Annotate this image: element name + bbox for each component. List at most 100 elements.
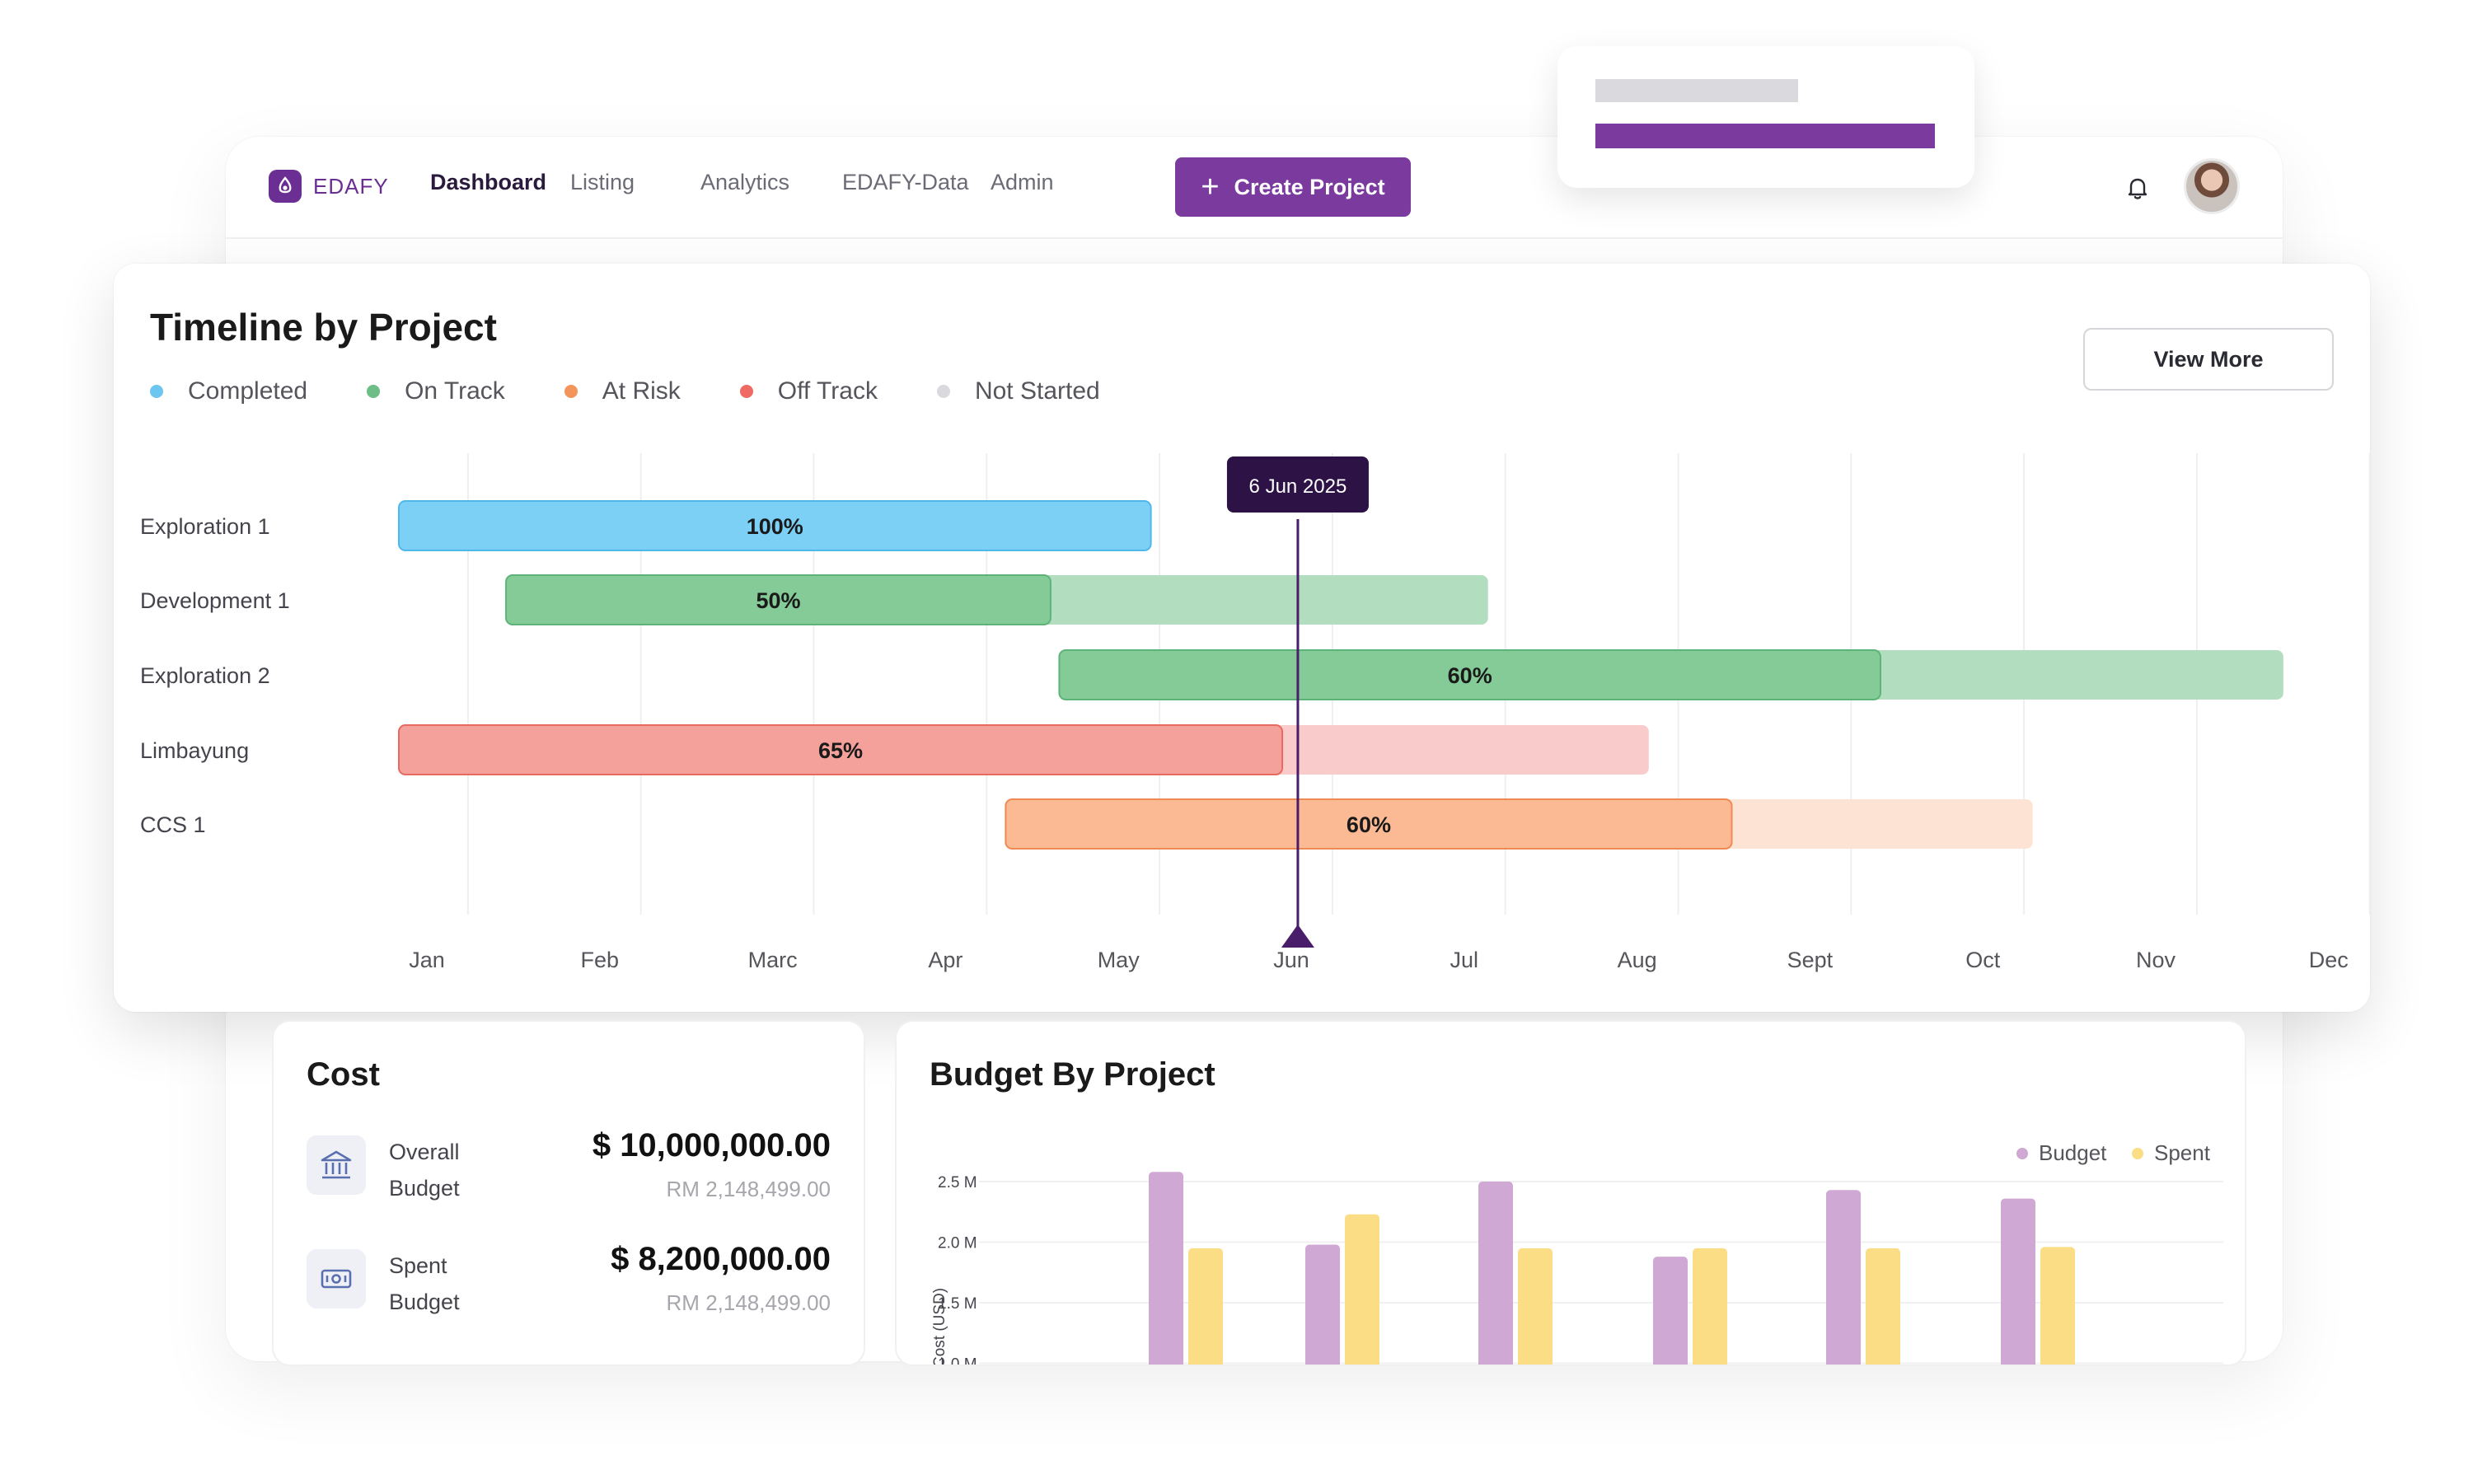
overall-budget-amount: $ 10,000,000.00 [592, 1127, 831, 1163]
today-marker-tooltip [1226, 456, 1369, 513]
today-marker-label: 6 Jun 2025 [1249, 475, 1347, 498]
user-avatar[interactable] [2184, 158, 2240, 214]
budget-bar[interactable] [2040, 1247, 2075, 1366]
timeline-gantt-chart: Jan Feb Marc Apr May Jun Jul Aug Sept Oct Nov Dec Ex… [140, 453, 2370, 972]
budget-bar[interactable] [2001, 1198, 2035, 1366]
gantt-month-label: Aug [1618, 948, 1657, 972]
timeline-title: Timeline by Project [150, 306, 497, 349]
legend-dot [367, 385, 381, 398]
nav-link-analytics[interactable]: Analytics [700, 170, 790, 194]
timeline-card: Timeline by Project Completed On Track A… [114, 264, 2370, 1012]
create-project-label: Create Project [1234, 174, 1385, 199]
budget-bar[interactable] [1149, 1172, 1183, 1366]
gantt-project-label: Development 1 [140, 588, 290, 613]
loading-placeholder-bar [1595, 79, 1798, 102]
spent-budget-sub-amount: RM 2,148,499.00 [666, 1290, 831, 1315]
nav-link-edafy-data[interactable]: EDAFY-Data [842, 170, 969, 194]
gantt-bar-progress[interactable] [1005, 798, 1733, 850]
brand-name: EDAFY [313, 173, 389, 199]
budget-legend-dot [2132, 1148, 2143, 1159]
legend-label: Off Track [777, 377, 878, 405]
budget-ytick-label: 2.0 M [938, 1235, 977, 1252]
brand-logo[interactable]: EDAFY [269, 170, 389, 203]
gantt-bar-label: 50% [756, 588, 800, 613]
gantt-month-label: Sept [1787, 948, 1834, 972]
budget-bar[interactable] [1305, 1244, 1340, 1366]
loading-progress-bar [1595, 124, 1935, 148]
gantt-month-label: Jan [409, 948, 445, 972]
gantt-month-label: Dec [2309, 948, 2349, 972]
today-marker-triangle [1281, 925, 1314, 948]
budget-legend-label: Spent [2154, 1140, 2211, 1165]
create-project-button[interactable]: + Create Project [1175, 157, 1411, 217]
top-navigation: EDAFY Dashboard Listing Analytics EDAFY-… [226, 137, 2283, 239]
gantt-month-label: Jul [1450, 948, 1479, 972]
budget-bar[interactable] [1826, 1190, 1861, 1366]
budget-ytick-label: 1.0 M [938, 1356, 977, 1367]
legend-dot [150, 385, 163, 398]
gantt-bar-label: 60% [1347, 812, 1391, 837]
notification-bell-icon[interactable] [2121, 171, 2154, 204]
gantt-month-label: Marc [748, 948, 798, 972]
legend-label: Not Started [974, 377, 1100, 405]
gantt-bar-progress[interactable] [397, 724, 1284, 775]
overall-budget-label-line2: Budget [389, 1176, 460, 1201]
budget-ylabel: Cost (USD) [931, 1288, 948, 1366]
budget-bar[interactable] [1866, 1248, 1900, 1366]
gantt-bar-label: 65% [818, 738, 863, 763]
budget-card: Budget By Project 2.5 M 2.0 M 1.5 M 1.0 M Co… [895, 1020, 2246, 1366]
spent-budget-label-line1: Spent [389, 1253, 447, 1278]
budget-legend-label: Budget [2039, 1140, 2107, 1165]
gantt-bar-label: 60% [1448, 663, 1492, 688]
gantt-bar-progress[interactable] [505, 574, 1051, 625]
budget-bar[interactable] [1345, 1214, 1379, 1366]
legend-dot [564, 385, 578, 398]
overall-budget-label: Overall Budget [389, 1134, 460, 1206]
overall-budget-label-line1: Overall [389, 1140, 460, 1164]
nav-link-listing[interactable]: Listing [570, 170, 635, 194]
legend-item-off-track: Off Track [739, 377, 878, 405]
gantt-month-label: Apr [928, 948, 963, 972]
budget-bar[interactable] [1653, 1257, 1688, 1366]
nav-link-admin[interactable]: Admin [991, 170, 1054, 194]
spent-budget-label: Spent Budget [389, 1248, 460, 1320]
gantt-project-label: CCS 1 [140, 812, 206, 837]
budget-bar[interactable] [1188, 1248, 1223, 1366]
timeline-legend: Completed On Track At Risk Off Track Not… [150, 377, 1159, 405]
budget-bar[interactable] [1693, 1248, 1727, 1366]
gantt-bar-progress[interactable] [397, 500, 1152, 551]
legend-item-not-started: Not Started [936, 377, 1100, 405]
gantt-month-label: Nov [2136, 948, 2176, 972]
plus-icon: + [1201, 170, 1220, 204]
view-more-button[interactable]: View More [2083, 328, 2334, 391]
legend-item-on-track: On Track [367, 377, 505, 405]
gantt-bar-progress[interactable] [1058, 649, 1881, 700]
budget-legend-dot [2016, 1148, 2028, 1159]
budget-title: Budget By Project [930, 1056, 1215, 1093]
cost-card: Cost Overall Budget $ 10,000,000.00 RM 2… [272, 1020, 865, 1366]
legend-label: On Track [405, 377, 505, 405]
cost-title: Cost [307, 1056, 380, 1093]
gantt-month-label: May [1098, 948, 1140, 972]
budget-ytick-label: 1.5 M [938, 1295, 977, 1313]
gantt-project-label: Limbayung [140, 738, 249, 763]
legend-dot [739, 385, 753, 398]
legend-item-completed: Completed [150, 377, 307, 405]
spent-budget-label-line2: Budget [389, 1290, 460, 1314]
gantt-month-label: Oct [1965, 948, 2001, 972]
legend-label: Completed [188, 377, 308, 405]
nav-link-dashboard[interactable]: Dashboard [430, 170, 547, 194]
legend-item-at-risk: At Risk [564, 377, 681, 405]
budget-ytick-label: 2.5 M [938, 1174, 977, 1191]
spent-budget-amount: $ 8,200,000.00 [611, 1241, 831, 1277]
brand-logo-icon [269, 170, 302, 203]
gantt-project-label: Exploration 1 [140, 514, 270, 539]
bank-icon [307, 1135, 366, 1195]
legend-dot [936, 385, 950, 398]
cash-icon [307, 1249, 366, 1308]
budget-bar[interactable] [1518, 1248, 1553, 1366]
gantt-month-label: Jun [1273, 948, 1309, 972]
budget-bar[interactable] [1478, 1182, 1513, 1366]
